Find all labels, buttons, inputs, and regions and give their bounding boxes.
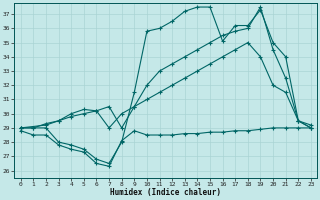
X-axis label: Humidex (Indice chaleur): Humidex (Indice chaleur)	[110, 188, 221, 197]
